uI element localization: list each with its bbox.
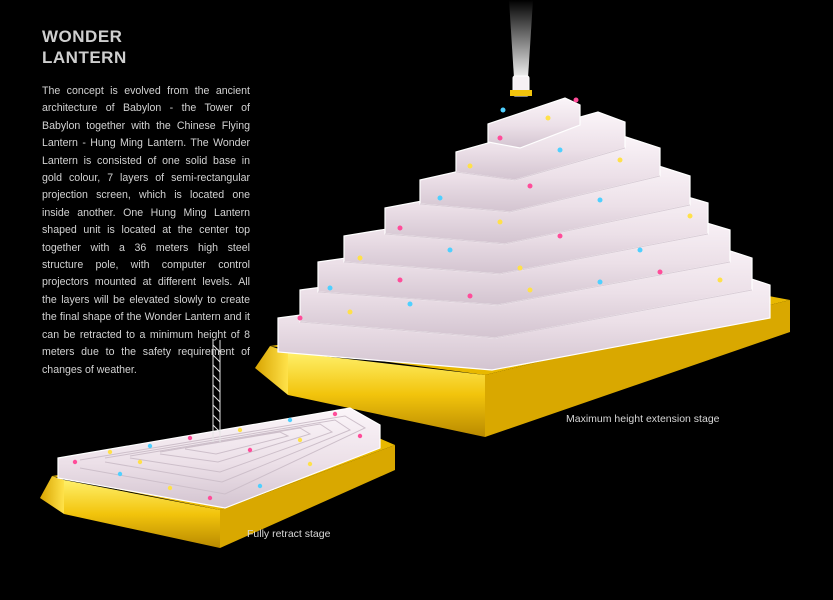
title-line-2: LANTERN	[42, 48, 127, 67]
maximum-height-tower	[255, 0, 790, 437]
retracted-screens	[57, 407, 381, 509]
tower-base-side	[255, 346, 288, 395]
retracted-base-front	[64, 480, 220, 548]
tower-base-front	[288, 352, 485, 437]
light-beam	[509, 0, 533, 78]
concept-description: The concept is evolved from the ancient …	[42, 85, 250, 376]
tower-base-front-right	[485, 300, 790, 437]
fully-retracted-lantern	[40, 340, 395, 548]
steel-structure-pole	[212, 340, 221, 442]
title-line-1: WONDER	[42, 27, 123, 46]
page-title: WONDER LANTERN	[42, 26, 262, 68]
tower-lights	[297, 97, 723, 321]
caption-fully-retract: Fully retract stage	[247, 528, 331, 540]
retracted-base-side	[40, 476, 64, 514]
retracted-lights	[72, 411, 363, 501]
caption-maximum-height: Maximum height extension stage	[566, 413, 720, 425]
tower-screen-layers	[277, 97, 771, 371]
